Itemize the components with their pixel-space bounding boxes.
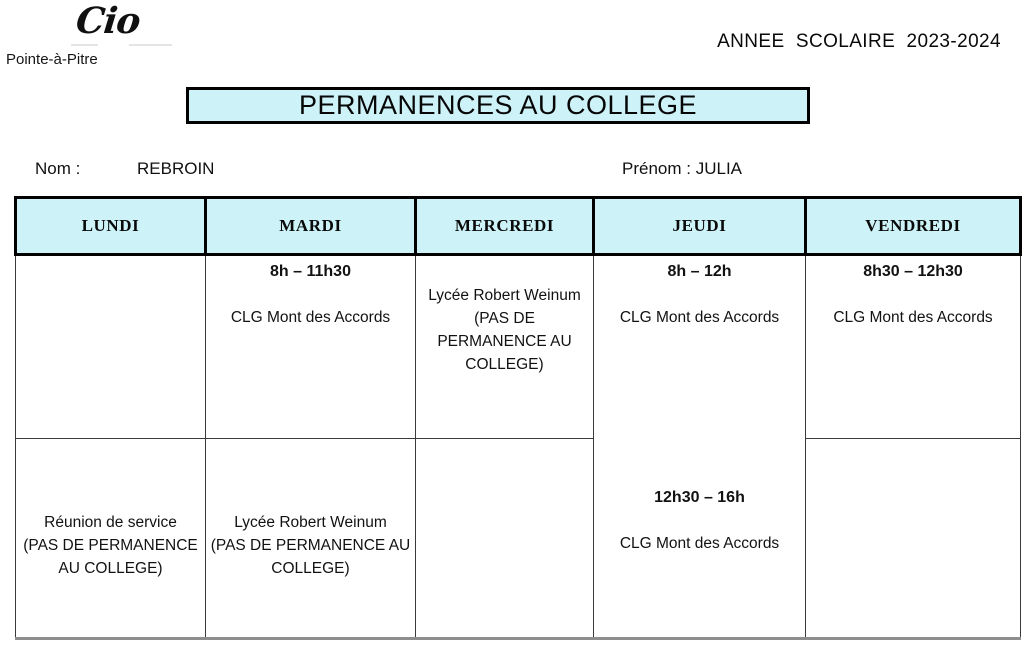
cio-logo: Cio xyxy=(74,0,142,46)
morning-row: 8h – 11h30 CLG Mont des Accords Lycée Ro… xyxy=(15,254,1021,640)
schedule-table: LUNDI MARDI MERCREDI JEUDI VENDREDI 8h –… xyxy=(14,196,1022,640)
title-banner: PERMANENCES AU COLLEGE xyxy=(186,87,810,124)
note-line: COLLEGE) xyxy=(465,356,544,373)
page-title: PERMANENCES AU COLLEGE xyxy=(298,90,698,120)
name-value: REBROIN xyxy=(137,159,215,178)
school-year-label: ANNEE SCOLAIRE 2023-2024 xyxy=(717,31,1001,52)
afternoon-row: Réunion de service (PAS DE PERMANENCE AU… xyxy=(15,438,1021,640)
location-line: Lycée Robert Weinum xyxy=(428,287,581,304)
location: CLG Mont des Accords xyxy=(619,309,780,326)
firstname-value: JULIA xyxy=(695,159,743,178)
cell-lundi-morning xyxy=(15,254,206,439)
note-line: (PAS DE PERMANENCE xyxy=(23,537,198,554)
note-line: (PAS DE PERMANENCE AU xyxy=(210,537,411,554)
cell-vendredi-afternoon xyxy=(805,438,1021,640)
name-label: Nom : xyxy=(35,159,81,178)
cell-mardi-afternoon: Lycée Robert Weinum (PAS DE PERMANENCE A… xyxy=(205,438,416,640)
time-range: 8h – 12h xyxy=(667,263,732,280)
logo-subtitle: Pointe-à-Pitre xyxy=(6,51,98,68)
cell-mardi-morning: 8h – 11h30 CLG Mont des Accords xyxy=(205,254,416,439)
day-header-mardi: MARDI xyxy=(204,196,417,256)
day-header-lundi: LUNDI xyxy=(14,196,207,256)
note-line: AU COLLEGE) xyxy=(58,560,163,577)
cell-mercredi: Lycée Robert Weinum (PAS DE PERMANENCE A… xyxy=(415,254,594,439)
firstname-field: Prénom : JULIA xyxy=(622,159,742,179)
cell-mercredi-afternoon xyxy=(415,438,594,640)
time-range: 12h30 – 16h xyxy=(654,489,745,506)
cell-lundi-afternoon: Réunion de service (PAS DE PERMANENCE AU… xyxy=(15,438,206,640)
scan-artifact-line xyxy=(129,44,172,46)
day-header-row: LUNDI MARDI MERCREDI JEUDI VENDREDI xyxy=(14,196,1022,256)
note-line: COLLEGE) xyxy=(271,560,350,577)
cell-jeudi: 8h – 12h CLG Mont des Accords 12h30 – 16… xyxy=(593,254,806,640)
note-line: (PAS DE xyxy=(474,310,535,327)
firstname-label: Prénom : xyxy=(622,159,691,178)
location: CLG Mont des Accords xyxy=(619,535,780,552)
location: CLG Mont des Accords xyxy=(833,309,993,326)
time-range: 8h30 – 12h30 xyxy=(863,263,963,280)
cio-logo-text: Cio xyxy=(74,0,142,42)
time-range: 8h – 11h30 xyxy=(270,263,351,280)
day-header-jeudi: JEUDI xyxy=(592,196,807,256)
cell-vendredi-morning: 8h30 – 12h30 CLG Mont des Accords xyxy=(805,254,1021,439)
day-header-vendredi: VENDREDI xyxy=(804,196,1022,256)
location-line: Lycée Robert Weinum xyxy=(234,514,387,531)
note-line: Réunion de service xyxy=(44,514,177,531)
location: CLG Mont des Accords xyxy=(230,309,391,326)
note-line: PERMANENCE AU xyxy=(437,333,572,350)
scan-artifact-line xyxy=(71,44,98,46)
identity-row: Nom : REBROIN Prénom : JULIA xyxy=(0,159,1024,181)
day-header-mercredi: MERCREDI xyxy=(414,196,595,256)
